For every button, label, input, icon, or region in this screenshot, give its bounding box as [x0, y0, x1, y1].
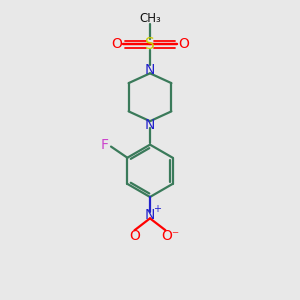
Text: S: S — [145, 37, 155, 52]
Text: N: N — [145, 63, 155, 77]
Text: F: F — [100, 138, 109, 152]
Text: O: O — [178, 38, 189, 52]
Text: +: + — [152, 204, 160, 214]
Text: O⁻: O⁻ — [161, 229, 179, 243]
Text: N: N — [145, 208, 155, 222]
Text: CH₃: CH₃ — [139, 12, 161, 25]
Text: O: O — [111, 38, 122, 52]
Text: O: O — [129, 229, 140, 243]
Text: N: N — [145, 118, 155, 132]
